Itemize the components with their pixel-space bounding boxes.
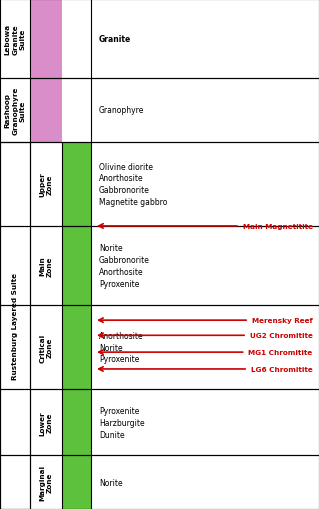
Text: Anorthosite
Norite
Pyroxenite: Anorthosite Norite Pyroxenite	[99, 331, 144, 363]
Text: Norite
Gabbronorite
Anorthosite
Pyroxenite: Norite Gabbronorite Anorthosite Pyroxeni…	[99, 244, 150, 288]
Bar	[0, 389, 319, 456]
Text: Rustenburg Layered Suite: Rustenburg Layered Suite	[12, 272, 18, 379]
Bar	[0, 79, 319, 143]
Bar	[62, 143, 91, 227]
Text: Marginal
Zone: Marginal Zone	[40, 464, 53, 500]
Bar	[62, 227, 91, 305]
Text: Lower
Zone: Lower Zone	[40, 410, 53, 435]
Bar	[62, 305, 91, 389]
Bar	[0, 227, 319, 305]
Text: Rashoop
Granophyre
Suite: Rashoop Granophyre Suite	[5, 87, 26, 135]
Bar	[0, 0, 319, 79]
Bar	[30, 0, 62, 79]
Text: Granophyre: Granophyre	[99, 106, 144, 115]
Text: Main
Zone: Main Zone	[40, 256, 53, 276]
Text: Main Magnetitite: Main Magnetitite	[99, 223, 313, 230]
Text: UG2 Chromitite: UG2 Chromitite	[99, 333, 313, 338]
Text: Pyroxenite
Harzburgite
Dunite: Pyroxenite Harzburgite Dunite	[99, 406, 145, 439]
Text: Upper
Zone: Upper Zone	[40, 172, 53, 197]
Text: Olivine diorite
Anorthosite
Gabbronorite
Magnetite gabbro: Olivine diorite Anorthosite Gabbronorite…	[99, 162, 167, 207]
Bar	[0, 143, 319, 227]
Text: Norite: Norite	[99, 478, 122, 487]
Bar	[30, 79, 62, 143]
Bar	[62, 389, 91, 456]
Text: MG1 Chromitite: MG1 Chromitite	[99, 350, 313, 355]
Bar	[0, 456, 319, 509]
Text: Critical
Zone: Critical Zone	[40, 333, 53, 362]
Bar	[62, 456, 91, 509]
Text: Granite: Granite	[99, 35, 131, 44]
Bar	[0, 305, 319, 389]
Text: Lebowa
Granite
Suite: Lebowa Granite Suite	[5, 24, 26, 55]
Text: LG6 Chromitite: LG6 Chromitite	[99, 366, 313, 372]
Text: Merensky Reef: Merensky Reef	[99, 318, 313, 324]
Bar	[0, 143, 30, 509]
